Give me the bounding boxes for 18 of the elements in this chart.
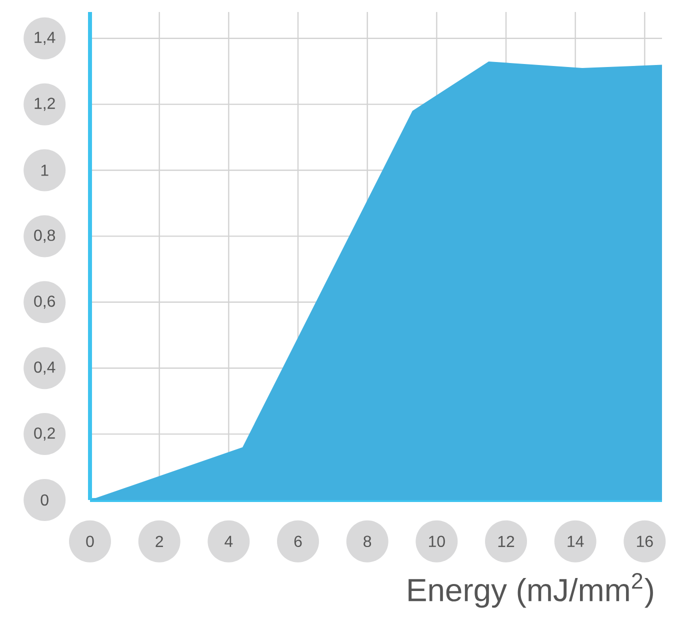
y-tick-label: 1,2 (34, 98, 55, 111)
x-tick-label: 4 (224, 536, 233, 547)
x-axis-title: Energy (mJ/mm$^{2}$) (408, 573, 653, 608)
y-tick-label: 0 (40, 494, 48, 506)
x-tick-label: 2 (156, 536, 163, 547)
x-tick-label: 14 (568, 536, 584, 547)
y-tick-label: 0,4 (34, 362, 56, 375)
y-tick-label: 0,8 (34, 230, 55, 243)
y-tick-label: 1,4 (34, 32, 56, 45)
y-tick-label: 0,2 (34, 427, 55, 441)
x-tick-label: 6 (294, 536, 302, 548)
x-tick-label: 16 (637, 536, 653, 548)
x-tick-label: 0 (86, 536, 94, 548)
x-tick-label: 8 (364, 536, 372, 548)
y-tick-label: 0,6 (34, 296, 55, 309)
x-tick-label: 10 (429, 536, 445, 548)
y-tick-label: 1 (41, 164, 48, 176)
x-tick-label: 12 (498, 536, 514, 547)
